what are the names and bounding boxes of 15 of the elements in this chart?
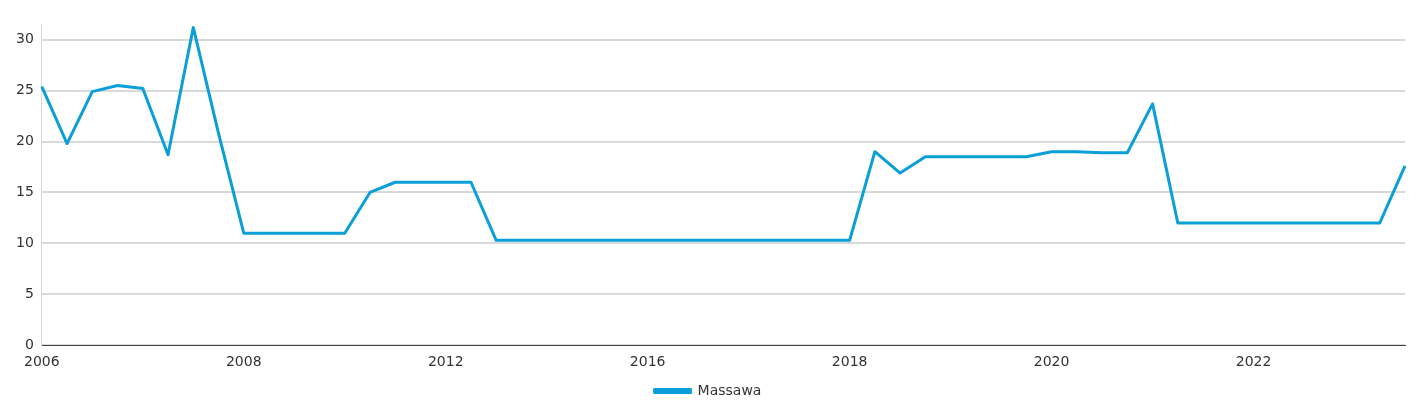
y-tick-label: 5 — [24, 284, 34, 301]
y-tick-label: 20 — [15, 132, 34, 149]
x-tick-label: 2006 — [23, 353, 60, 370]
x-tick-label: 2022 — [1235, 353, 1272, 370]
y-tick-label: 25 — [15, 81, 34, 98]
x-tick-label: 2016 — [629, 353, 666, 370]
y-tick-label: 30 — [15, 30, 34, 47]
y-tick-label: 15 — [15, 183, 34, 200]
y-tick-label: 0 — [24, 335, 34, 352]
x-tick-label: 2020 — [1033, 353, 1070, 370]
x-tick-label: 2008 — [225, 353, 262, 370]
x-tick-label: 2018 — [831, 353, 868, 370]
legend-label: Massawa — [697, 381, 762, 398]
x-tick-label: 2012 — [427, 353, 464, 370]
y-tick-label: 10 — [15, 234, 34, 250]
